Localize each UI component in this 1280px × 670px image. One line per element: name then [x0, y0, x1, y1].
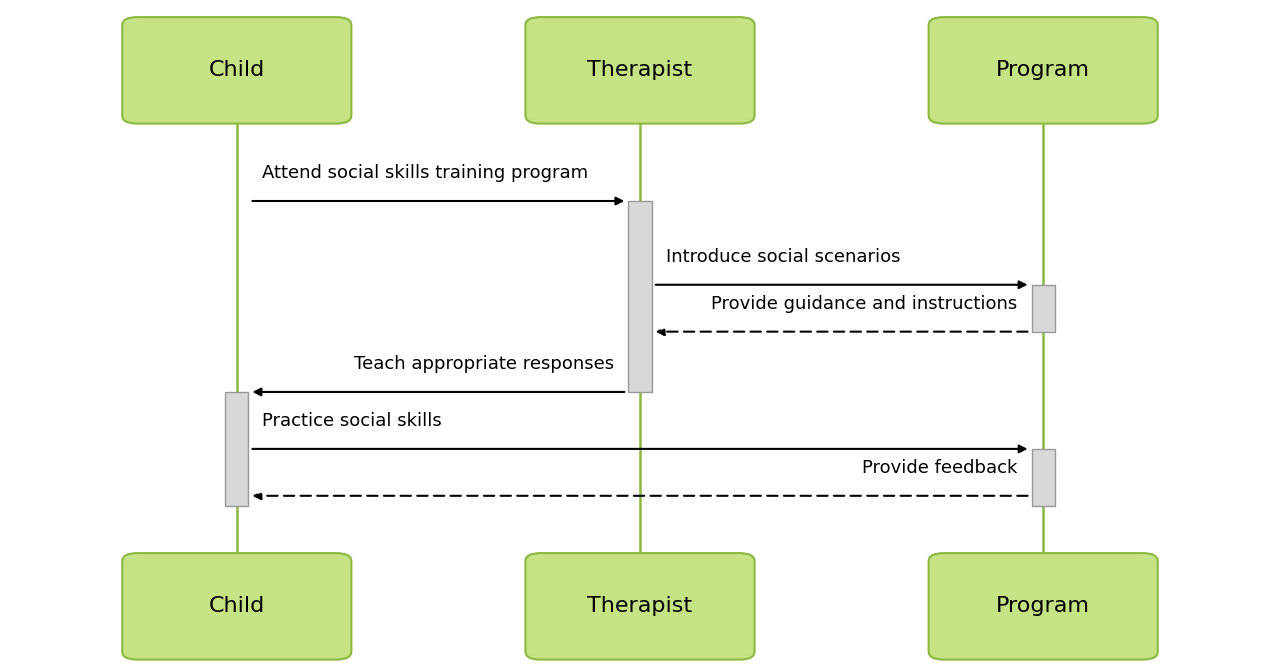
- FancyBboxPatch shape: [525, 553, 755, 659]
- FancyBboxPatch shape: [928, 553, 1157, 659]
- Text: Teach appropriate responses: Teach appropriate responses: [355, 355, 614, 373]
- FancyBboxPatch shape: [123, 553, 351, 659]
- Bar: [1032, 449, 1055, 506]
- Text: Program: Program: [996, 60, 1091, 80]
- Text: Practice social skills: Practice social skills: [262, 412, 442, 430]
- Text: Child: Child: [209, 60, 265, 80]
- Text: Therapist: Therapist: [588, 596, 692, 616]
- Bar: [1032, 285, 1055, 332]
- FancyBboxPatch shape: [123, 17, 351, 123]
- FancyBboxPatch shape: [525, 17, 755, 123]
- Text: Therapist: Therapist: [588, 60, 692, 80]
- FancyBboxPatch shape: [928, 17, 1157, 123]
- Bar: [225, 392, 248, 506]
- Text: Introduce social scenarios: Introduce social scenarios: [666, 248, 900, 266]
- Text: Child: Child: [209, 596, 265, 616]
- Text: Program: Program: [996, 596, 1091, 616]
- Bar: [628, 201, 652, 392]
- Text: Provide guidance and instructions: Provide guidance and instructions: [712, 295, 1018, 313]
- Text: Provide feedback: Provide feedback: [863, 459, 1018, 477]
- Text: Attend social skills training program: Attend social skills training program: [262, 164, 589, 182]
